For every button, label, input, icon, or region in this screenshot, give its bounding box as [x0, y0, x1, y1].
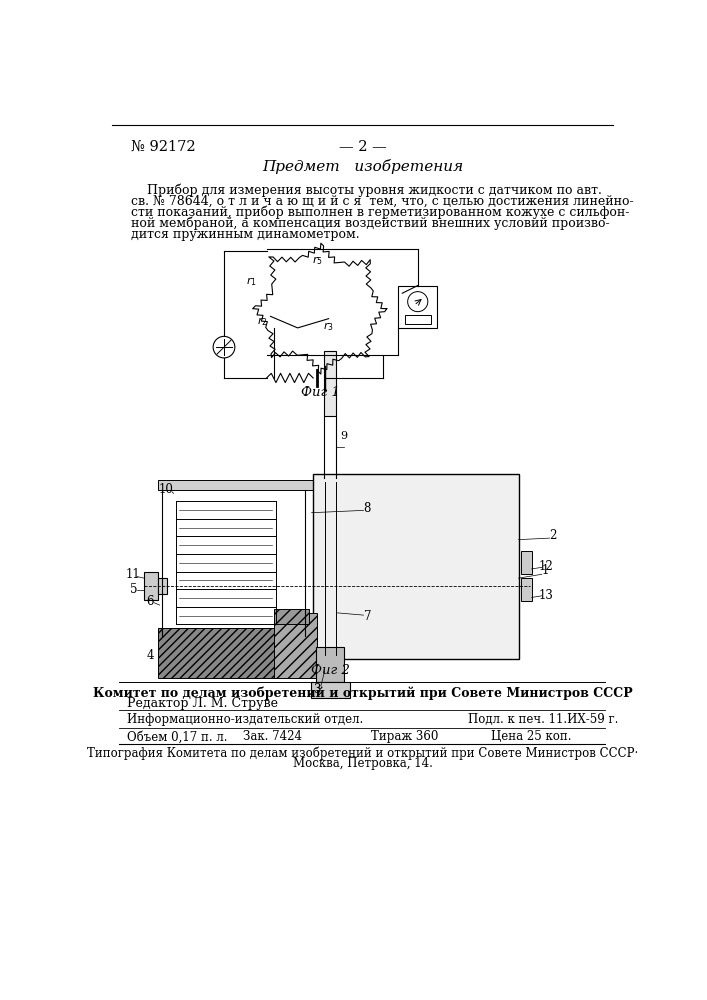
Bar	[316, 647, 344, 682]
Text: $r_1$: $r_1$	[246, 275, 257, 288]
Text: Объем 0,17 п. л.: Объем 0,17 п. л.	[127, 730, 228, 743]
Bar	[274, 609, 309, 624]
Text: 13: 13	[538, 589, 553, 602]
Text: 10: 10	[158, 483, 173, 496]
Text: Фиг 2: Фиг 2	[311, 664, 350, 677]
Text: $r_3$: $r_3$	[323, 320, 334, 333]
Bar	[158, 578, 168, 594]
Text: 1: 1	[542, 564, 549, 577]
Text: 6: 6	[146, 595, 154, 608]
Bar	[404, 315, 431, 324]
Text: $r_5$: $r_5$	[312, 255, 322, 267]
Bar	[158, 628, 309, 678]
Text: 4: 4	[146, 649, 154, 662]
Bar	[521, 578, 532, 601]
Text: — 2 —: — 2 —	[339, 140, 387, 154]
Text: 3: 3	[313, 683, 321, 696]
Bar	[274, 613, 317, 678]
Text: Зак. 7424: Зак. 7424	[243, 730, 303, 743]
Text: Комитет по делам изобретений и открытий при Совете Министров СССР: Комитет по делам изобретений и открытий …	[93, 686, 633, 700]
Text: 8: 8	[363, 502, 371, 515]
Text: Предмет   изобретения: Предмет изобретения	[262, 159, 463, 174]
Bar	[521, 551, 532, 574]
Bar	[311, 682, 349, 698]
Bar	[158, 480, 329, 490]
Text: св. № 78644, о т л и ч а ю щ и й с я  тем, что, с целью достижения линейно-: св. № 78644, о т л и ч а ю щ и й с я тем…	[131, 194, 633, 207]
Text: $r_2$: $r_2$	[257, 315, 268, 328]
Text: 12: 12	[538, 560, 553, 573]
Text: 11: 11	[126, 568, 141, 581]
Text: Тираж 360: Тираж 360	[371, 730, 438, 743]
Text: 7: 7	[363, 610, 371, 623]
Bar	[144, 572, 158, 600]
Bar	[324, 351, 337, 416]
Text: Москва, Петровка, 14.: Москва, Петровка, 14.	[293, 757, 433, 770]
Bar	[398, 286, 437, 328]
Text: 5: 5	[129, 583, 137, 596]
Text: 9: 9	[340, 431, 347, 441]
Text: Редактор Л. М. Струве: Редактор Л. М. Струве	[127, 697, 278, 710]
Text: дится пружинным динамометром.: дится пружинным динамометром.	[131, 228, 360, 241]
Text: Типография Комитета по делам изобретений и открытий при Совете Министров СССР·: Типография Комитета по делам изобретений…	[87, 747, 638, 760]
Text: Информационно-издательский отдел.: Информационно-издательский отдел.	[127, 713, 363, 726]
Text: сти показаний, прибор выполнен в герметизированном кожухе с сильфон-: сти показаний, прибор выполнен в гермети…	[131, 205, 629, 219]
Text: Цена 25 коп.: Цена 25 коп.	[491, 730, 572, 743]
Text: Подл. к печ. 11.ИХ-59 г.: Подл. к печ. 11.ИХ-59 г.	[468, 713, 619, 726]
Bar	[313, 474, 518, 659]
Text: № 92172: № 92172	[131, 140, 196, 154]
Text: Прибор для измерения высоты уровня жидкости с датчиком по авт.: Прибор для измерения высоты уровня жидко…	[131, 183, 602, 197]
Text: 2: 2	[549, 529, 557, 542]
Text: ной мембраной, а компенсация воздействий внешних условий произво-: ной мембраной, а компенсация воздействий…	[131, 217, 609, 230]
Text: Фиг 1: Фиг 1	[301, 386, 340, 399]
